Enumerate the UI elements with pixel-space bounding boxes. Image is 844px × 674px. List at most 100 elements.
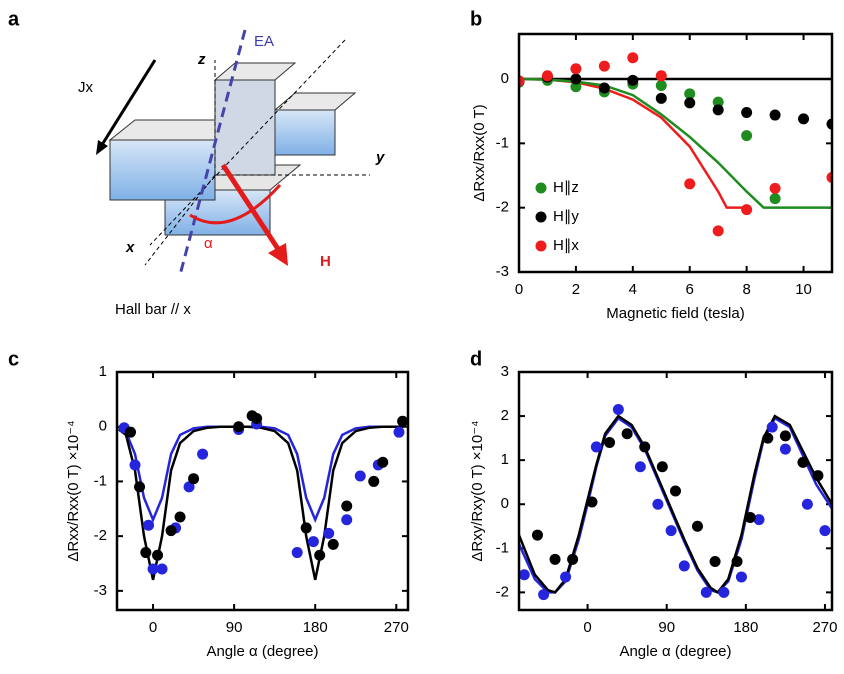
x-tick-label: 90 <box>226 619 243 636</box>
data-point <box>779 443 791 455</box>
data-point <box>762 432 774 444</box>
x-axis-label: Angle α (degree) <box>206 643 318 660</box>
panel-letter: b <box>470 8 482 30</box>
y-tick-label: 0 <box>501 495 509 512</box>
data-point <box>741 130 753 142</box>
data-point <box>397 415 408 427</box>
data-point <box>538 589 550 601</box>
data-point <box>769 109 781 121</box>
data-point <box>665 525 677 537</box>
data-point <box>393 426 405 438</box>
data-point <box>598 60 610 72</box>
data-point <box>549 553 561 565</box>
data-point <box>586 496 598 508</box>
x-tick-label: 10 <box>795 281 812 298</box>
data-point <box>655 79 667 91</box>
data-point <box>140 547 152 559</box>
data-point <box>570 73 582 85</box>
data-point <box>627 74 639 86</box>
data-point <box>165 525 177 537</box>
plot-area <box>519 403 832 601</box>
current-arrow <box>98 59 157 149</box>
bar-center <box>214 79 276 176</box>
y-tick-label: -2 <box>496 583 509 600</box>
data-point <box>712 225 724 237</box>
data-point <box>300 522 312 534</box>
data-point <box>183 481 195 493</box>
data-point <box>753 514 765 526</box>
legend-label: H∥x <box>553 237 579 254</box>
y-tick-label: 0 <box>99 418 107 435</box>
data-point <box>655 70 667 82</box>
y-axis-label: ΔRxy/Rxy(0 T) ×10⁻⁴ <box>469 420 486 561</box>
data-point <box>147 563 159 575</box>
data-point <box>712 96 724 108</box>
data-point <box>684 97 696 109</box>
y-tick-label: 2 <box>501 407 509 424</box>
axes-frame <box>115 370 410 612</box>
legend-marker <box>535 182 547 194</box>
x-tick-label: 0 <box>583 619 591 636</box>
data-point <box>655 92 667 104</box>
bar-right-top <box>273 92 357 111</box>
data-point <box>621 428 633 440</box>
legend-marker <box>535 240 547 252</box>
data-point <box>604 437 616 449</box>
field-label: H <box>320 253 331 270</box>
data-point <box>700 586 712 598</box>
data-point <box>598 82 610 94</box>
data-point <box>826 171 832 183</box>
caption: Hall bar // x <box>115 301 191 318</box>
data-point <box>627 52 639 64</box>
data-point <box>634 461 646 473</box>
data-point <box>639 441 651 453</box>
legend-label: H∥y <box>553 208 579 225</box>
x-tick-label: 0 <box>515 281 523 298</box>
x-tick-label: 180 <box>303 619 328 636</box>
panel-letter: d <box>470 348 482 370</box>
data-point <box>769 193 781 205</box>
y-tick-label: -2 <box>94 527 107 544</box>
data-point <box>570 63 582 75</box>
panel-letter: c <box>8 348 19 370</box>
data-point <box>819 525 831 537</box>
data-point <box>531 529 543 541</box>
data-point <box>560 571 572 583</box>
data-point <box>766 421 778 433</box>
data-point <box>519 75 525 87</box>
data-point <box>251 413 263 425</box>
data-point <box>125 426 137 438</box>
data-point <box>174 511 186 523</box>
data-point <box>307 536 319 548</box>
y-tick-label: 0 <box>501 70 509 87</box>
x-tick-label: 180 <box>733 619 758 636</box>
y-tick-label: -3 <box>496 263 509 280</box>
x-tick-label: 270 <box>812 619 837 636</box>
data-point <box>519 569 530 581</box>
x-tick-label: 8 <box>742 281 750 298</box>
x-tick-label: 270 <box>384 619 409 636</box>
x-axis <box>144 174 216 266</box>
angle-arc <box>189 183 282 225</box>
data-point <box>741 204 753 216</box>
y-tick-label: -1 <box>94 472 107 489</box>
data-point <box>368 475 380 487</box>
data-point <box>377 456 389 468</box>
current-label: Jx <box>78 79 94 96</box>
data-point <box>741 106 753 118</box>
axis-label: x <box>125 239 135 256</box>
x-axis-label: Magnetic field (tesla) <box>606 305 744 322</box>
y-tick-label: -1 <box>496 134 509 151</box>
plot-area <box>118 410 408 581</box>
data-point <box>327 538 339 550</box>
hall-axis <box>149 39 346 246</box>
field-arrow <box>220 163 283 254</box>
x-axis-label: Angle α (degree) <box>619 643 731 660</box>
data-point <box>129 459 141 471</box>
data-point <box>323 527 335 539</box>
y-tick-label: -3 <box>94 582 107 599</box>
fit-line <box>519 77 832 209</box>
arrowhead <box>268 243 288 266</box>
easy-axis-label: EA <box>254 33 274 50</box>
